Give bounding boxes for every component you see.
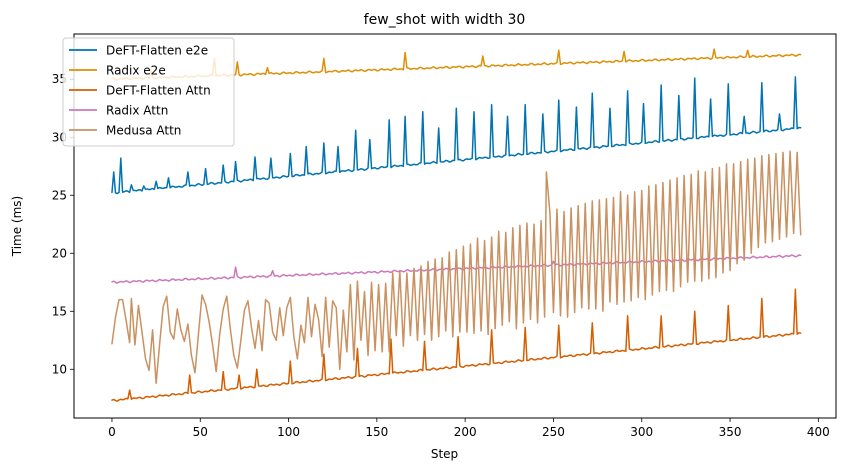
series-line-deft-flatten-attn bbox=[111, 288, 802, 402]
x-axis: 0 50 100 150 200 250 300 350 400 bbox=[108, 418, 830, 439]
series-line-deft-flatten-e2e bbox=[111, 76, 802, 195]
x-axis-label: Step bbox=[431, 447, 458, 461]
x-tick-label: 200 bbox=[454, 425, 477, 439]
plot-frame bbox=[73, 33, 837, 419]
legend-entry-label: Radix Attn bbox=[106, 104, 168, 118]
legend-entry-label: DeFT-Flatten Attn bbox=[106, 84, 211, 98]
x-tick-label: 0 bbox=[108, 425, 116, 439]
x-tick-label: 50 bbox=[193, 425, 208, 439]
y-tick-label: 25 bbox=[52, 188, 67, 202]
x-tick-label: 250 bbox=[542, 425, 565, 439]
y-tick-label: 15 bbox=[52, 304, 67, 318]
y-tick-label: 20 bbox=[52, 246, 67, 260]
x-tick-label: 300 bbox=[630, 425, 653, 439]
x-tick-label: 400 bbox=[807, 425, 830, 439]
series-line-radix-attn bbox=[111, 254, 802, 284]
chart-title: few_shot with width 30 bbox=[364, 12, 526, 28]
x-tick-label: 100 bbox=[277, 425, 300, 439]
legend-box bbox=[62, 37, 235, 147]
legend-entry-label: Radix e2e bbox=[106, 64, 166, 78]
legend: DeFT-Flatten e2e Radix e2e DeFT-Flatten At… bbox=[62, 37, 235, 147]
x-tick-label: 350 bbox=[719, 425, 742, 439]
series-line-medusa-attn bbox=[111, 150, 802, 384]
y-tick-label: 10 bbox=[52, 362, 67, 376]
legend-entry-label: DeFT-Flatten e2e bbox=[106, 44, 208, 58]
legend-entry-label: Medusa Attn bbox=[106, 124, 181, 138]
y-axis-label: Time (ms) bbox=[10, 196, 24, 258]
x-tick-label: 150 bbox=[365, 425, 388, 439]
